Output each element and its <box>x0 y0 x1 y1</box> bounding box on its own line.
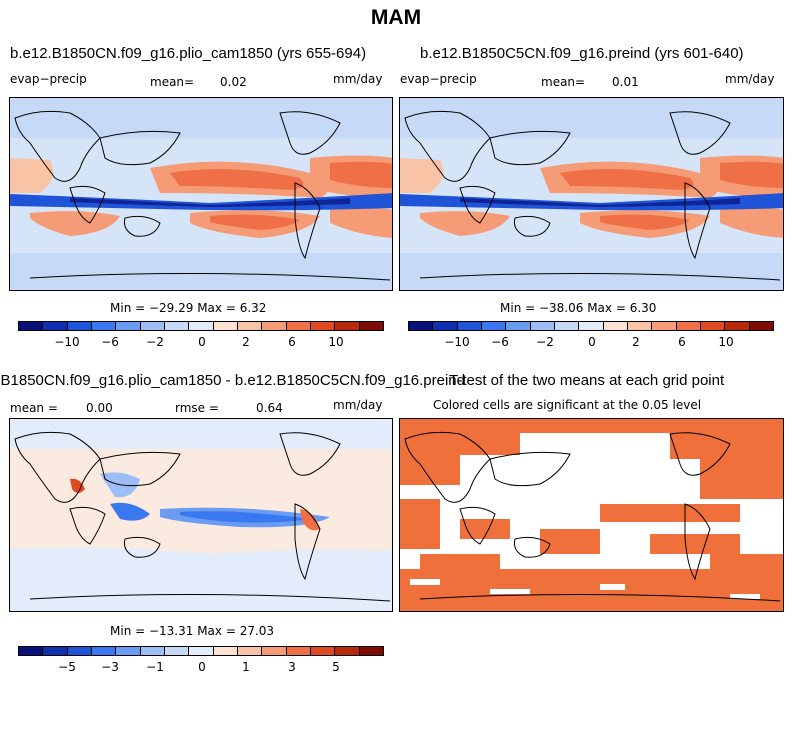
colorbar-top-left <box>18 321 384 331</box>
colorbar-swatch <box>262 647 287 655</box>
mean-label-right: mean= <box>541 75 586 89</box>
colorbar-swatch <box>19 322 44 330</box>
colorbar-swatch <box>140 322 165 330</box>
colorbar-tick: 2 <box>632 335 640 349</box>
colorbar-tick: 10 <box>328 335 344 349</box>
stats-top-right: Min = −38.06 Max = 6.30 <box>500 301 657 315</box>
colorbar-swatch <box>335 322 360 330</box>
colorbar-tick: 2 <box>242 335 250 349</box>
colorbar-tick: 0 <box>588 335 596 349</box>
colorbar-swatch <box>481 322 507 330</box>
colorbar-swatch <box>359 647 383 655</box>
mean-value-left: 0.02 <box>220 75 247 89</box>
colorbar-swatch <box>237 322 263 330</box>
colorbar-tick: −2 <box>146 335 164 349</box>
colorbar-swatch <box>164 322 190 330</box>
diff-rmse-label: rmse = <box>175 401 219 415</box>
colorbar-tick: −1 <box>146 660 164 674</box>
colorbar-swatch <box>237 647 263 655</box>
colorbar-swatch <box>554 322 580 330</box>
units-label-left: mm/day <box>333 72 383 86</box>
colorbar-tick: −10 <box>444 335 470 349</box>
colorbar-swatch <box>457 322 482 330</box>
colorbar-top-right <box>408 321 774 331</box>
colorbar-swatch <box>725 322 750 330</box>
colorbar-swatch <box>67 647 92 655</box>
colorbar-swatch <box>409 322 434 330</box>
colorbar-swatch <box>189 322 214 330</box>
colorbar-swatch <box>335 647 360 655</box>
map-top-left <box>9 97 393 291</box>
colorbar-swatch <box>19 647 44 655</box>
colorbar-swatch <box>189 647 214 655</box>
colorbar-swatch <box>213 647 238 655</box>
diff-units-label: mm/day <box>333 398 383 412</box>
mean-label-left: mean= <box>150 75 195 89</box>
colorbar-tick: 3 <box>288 660 296 674</box>
colorbar-tick: 0 <box>198 660 206 674</box>
ttest-title: T-test of the two means at each grid poi… <box>449 372 725 389</box>
map-difference <box>9 418 393 612</box>
case-title-left: b.e12.B1850CN.f09_g16.plio_cam1850 (yrs … <box>10 45 367 62</box>
colorbar-swatch <box>286 322 311 330</box>
colorbar-tick: 1 <box>242 660 250 674</box>
diff-title-clip: b.e12.B1850CN.f09_g16.plio_cam1850 - b.e… <box>0 372 465 392</box>
map-ttest <box>399 418 784 612</box>
colorbar-swatch <box>530 322 555 330</box>
colorbar-tick: 0 <box>198 335 206 349</box>
colorbar-tick: −6 <box>101 335 119 349</box>
plot-title: MAM <box>370 6 422 29</box>
diff-case-title: b.e12.B1850CN.f09_g16.plio_cam1850 - b.e… <box>0 372 465 389</box>
colorbar-tick: 5 <box>332 660 340 674</box>
diff-mean-value: 0.00 <box>86 401 113 415</box>
colorbar-tick: −2 <box>536 335 554 349</box>
colorbar-swatch <box>213 322 238 330</box>
colorbar-swatch <box>43 322 68 330</box>
colorbar-swatch <box>603 322 628 330</box>
colorbar-swatch <box>43 647 68 655</box>
diff-stats: Min = −13.31 Max = 27.03 <box>110 624 275 638</box>
colorbar-swatch <box>116 322 141 330</box>
colorbar-tick: 6 <box>288 335 296 349</box>
colorbar-tick: −3 <box>101 660 119 674</box>
stats-top-left: Min = −29.29 Max = 6.32 <box>110 301 267 315</box>
colorbar-swatch <box>359 322 383 330</box>
variable-label-left: evap−precip <box>10 72 87 86</box>
colorbar-difference <box>18 646 384 656</box>
mean-value-right: 0.01 <box>612 75 639 89</box>
colorbar-swatch <box>164 647 190 655</box>
colorbar-swatch <box>286 647 311 655</box>
colorbar-swatch <box>140 647 165 655</box>
colorbar-swatch <box>700 322 726 330</box>
colorbar-swatch <box>91 647 117 655</box>
colorbar-swatch <box>310 322 336 330</box>
colorbar-swatch <box>749 322 773 330</box>
colorbar-tick: 6 <box>678 335 686 349</box>
colorbar-tick: −6 <box>491 335 509 349</box>
ttest-note: Colored cells are significant at the 0.0… <box>433 398 702 412</box>
colorbar-swatch <box>116 647 141 655</box>
colorbar-swatch <box>67 322 92 330</box>
colorbar-tick: −5 <box>58 660 76 674</box>
colorbar-swatch <box>433 322 458 330</box>
colorbar-tick: 10 <box>718 335 734 349</box>
colorbar-swatch <box>262 322 287 330</box>
diff-rmse-value: 0.64 <box>256 401 283 415</box>
diff-mean-label: mean = <box>10 401 58 415</box>
case-title-right: b.e12.B1850C5CN.f09_g16.preind (yrs 601-… <box>420 45 744 62</box>
colorbar-swatch <box>91 322 117 330</box>
colorbar-swatch <box>579 322 604 330</box>
colorbar-swatch <box>652 322 677 330</box>
colorbar-swatch <box>506 322 531 330</box>
units-label-right: mm/day <box>725 72 775 86</box>
map-top-right <box>399 97 784 291</box>
colorbar-swatch <box>310 647 336 655</box>
colorbar-swatch <box>627 322 653 330</box>
colorbar-tick: −10 <box>54 335 80 349</box>
colorbar-swatch <box>676 322 701 330</box>
variable-label-right: evap−precip <box>400 72 477 86</box>
